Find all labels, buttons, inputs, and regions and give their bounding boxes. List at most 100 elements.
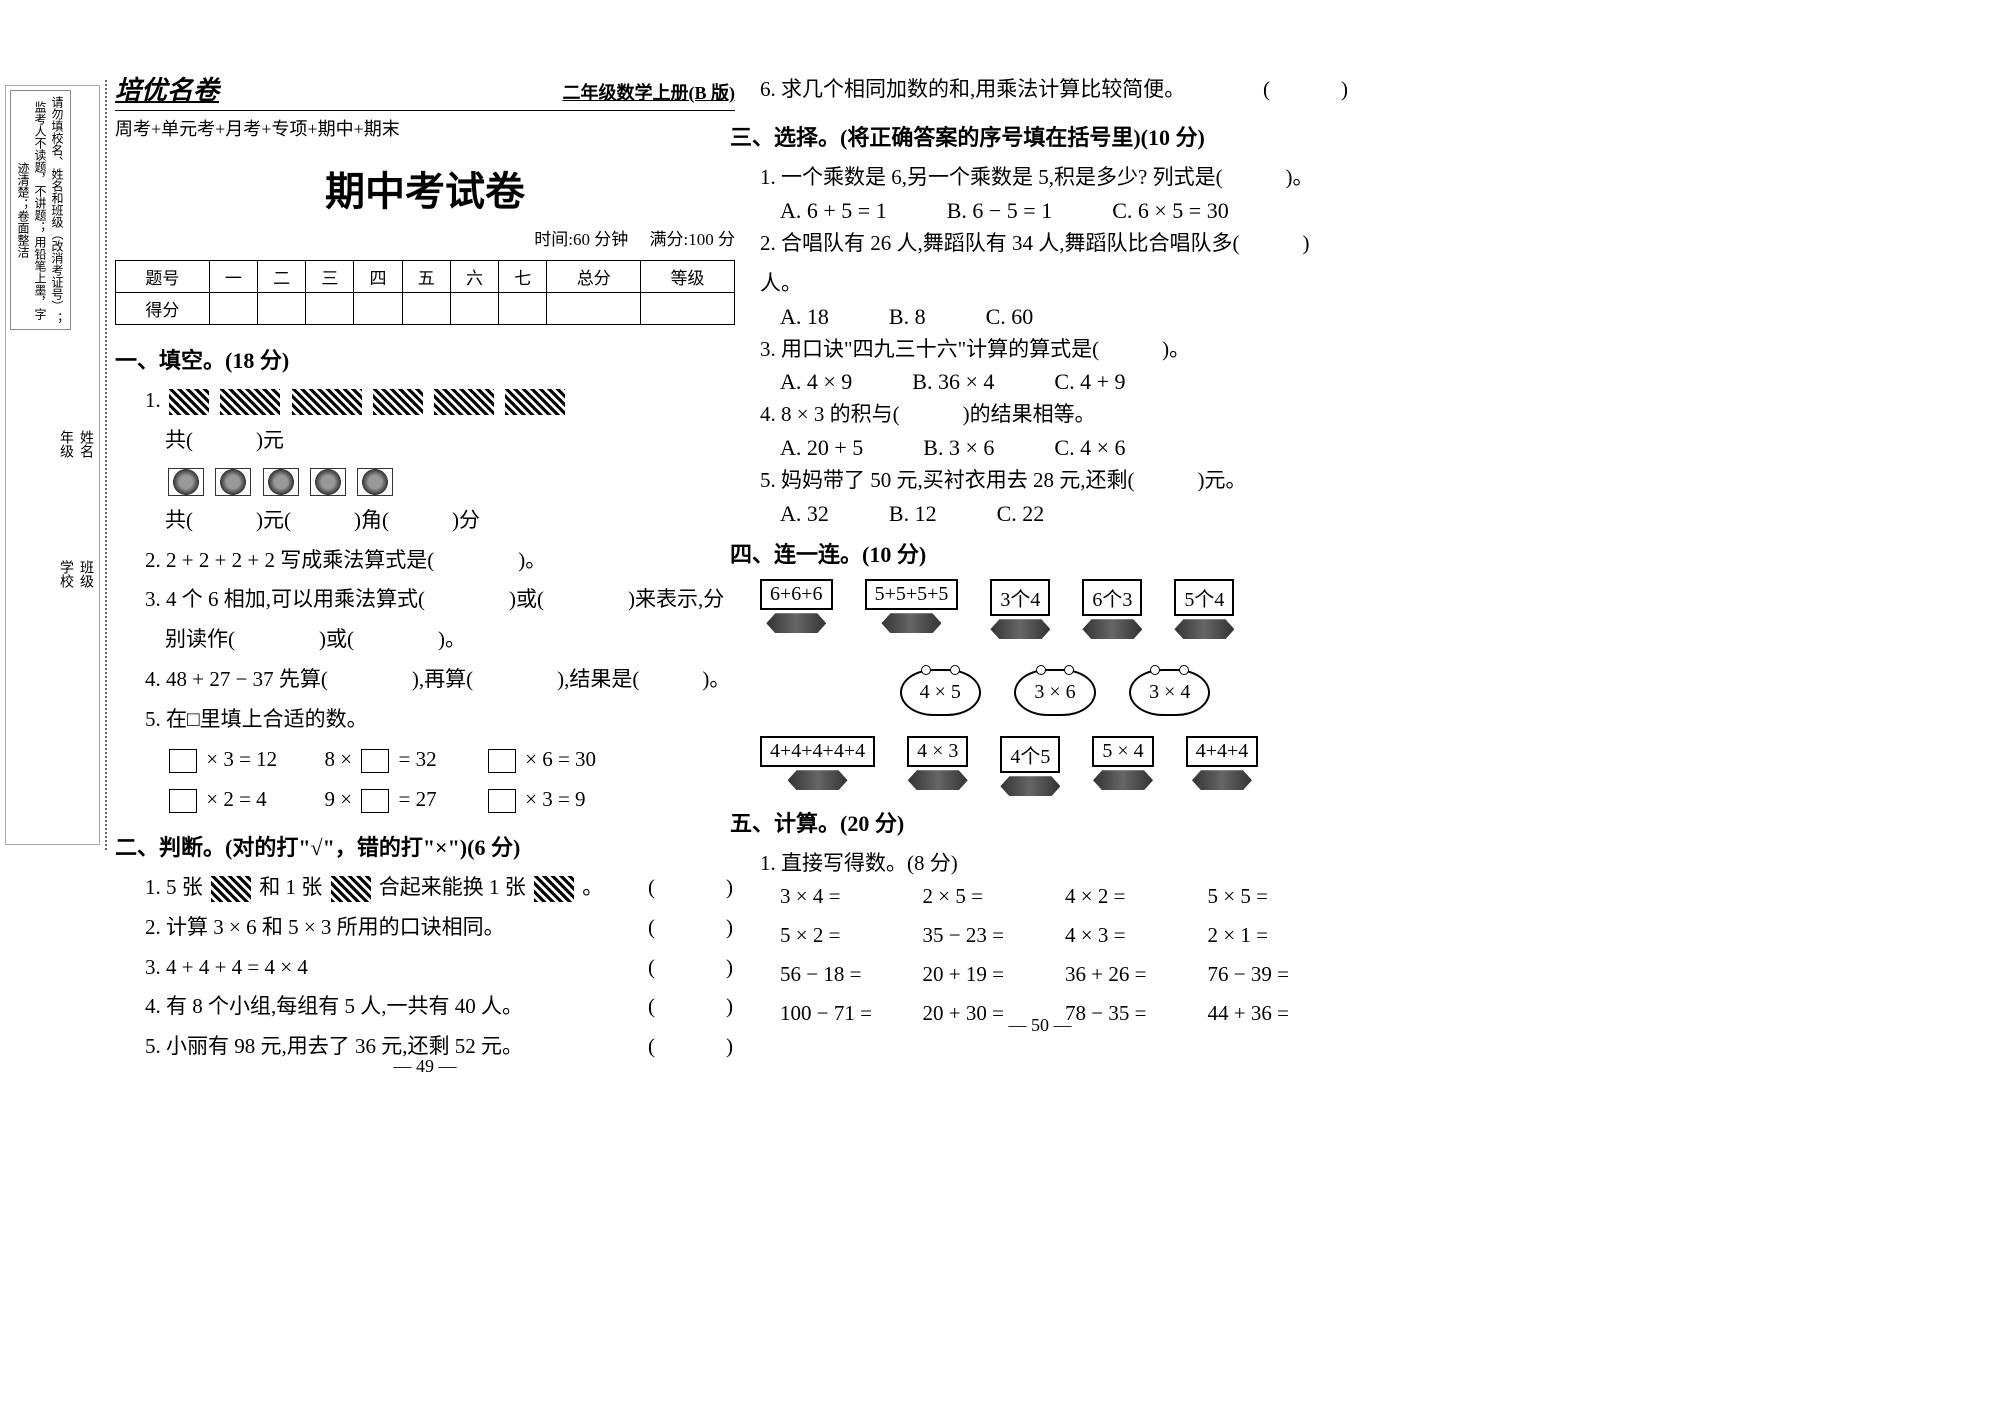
score-table: 题号 一 二 三 四 五 六 七 总分 等级 得分 <box>115 260 735 325</box>
oval[interactable]: 4 × 5 <box>900 669 981 716</box>
box-row2: × 2 = 4 9 × = 27 × 3 = 9 <box>165 780 735 820</box>
paren[interactable]: ( ) <box>648 868 735 908</box>
margin-class: 班级 <box>75 560 95 588</box>
opt-c[interactable]: C. 4 + 9 <box>1054 369 1125 395</box>
blank-box[interactable] <box>488 749 516 773</box>
bill-icon <box>331 876 371 902</box>
opt-a[interactable]: A. 18 <box>780 304 829 330</box>
c5-opts: A. 32 B. 12 C. 22 <box>780 501 1350 527</box>
blank-box[interactable] <box>169 749 197 773</box>
c5: 5. 妈妈带了 50 元,买衬衣用去 28 元,还剩( )元。 <box>760 461 1350 501</box>
th: 五 <box>402 261 450 293</box>
calc-item: 76 − 39 = <box>1208 962 1351 987</box>
card[interactable]: 5 × 4 <box>1092 736 1153 767</box>
coin-icon <box>357 468 393 496</box>
calc-item: 35 − 23 = <box>923 923 1066 948</box>
j1: 1. 5 张 和 1 张 合起来能换 1 张 。 ( ) <box>145 868 735 908</box>
coin-icon <box>263 468 299 496</box>
th: 一 <box>209 261 257 293</box>
fish-icon <box>1093 770 1153 790</box>
paren[interactable]: ( ) <box>1263 70 1350 110</box>
card[interactable]: 4+4+4+4+4 <box>760 736 875 767</box>
meta: 时间:60 分钟 满分:100 分 <box>115 225 735 250</box>
opt-b[interactable]: B. 8 <box>889 304 926 330</box>
j6: 6. 求几个相同加数的和,用乘法计算比较简便。( ) <box>760 70 1350 110</box>
card[interactable]: 5+5+5+5 <box>865 579 959 610</box>
match-bot: 4+4+4+4+4 4 × 3 4个5 5 × 4 4+4+4 <box>760 736 1350 796</box>
card[interactable]: 6+6+6 <box>760 579 833 610</box>
th: 二 <box>258 261 306 293</box>
opt-b[interactable]: B. 6 − 5 = 1 <box>947 198 1053 224</box>
calc-heading: 1. 直接写得数。(8 分) <box>760 844 1350 884</box>
note2: 监考人不读题，不讲题； <box>33 101 47 233</box>
fish-icon <box>908 770 968 790</box>
paren[interactable]: ( ) <box>648 908 735 948</box>
q2: 2. 2 + 2 + 2 + 2 写成乘法算式是( )。 <box>145 541 735 581</box>
opt-a[interactable]: A. 20 + 5 <box>780 435 863 461</box>
c1-opts: A. 6 + 5 = 1 B. 6 − 5 = 1 C. 6 × 5 = 30 <box>780 198 1350 224</box>
calc-grid: 3 × 4 = 2 × 5 = 4 × 2 = 5 × 5 = 5 × 2 = … <box>780 884 1350 1026</box>
note1: 请勿填校名、姓名和班级（改消考证号）； <box>50 96 64 324</box>
brand-logo: 培优名卷 <box>115 70 219 107</box>
exam-title: 期中考试卷 <box>115 159 735 217</box>
sidebar-note: 请勿填校名、姓名和班级（改消考证号）； 监考人不读题，不讲题； 用铅笔上墨，字迹… <box>10 90 71 330</box>
opt-c[interactable]: C. 4 × 6 <box>1054 435 1125 461</box>
card[interactable]: 4+4+4 <box>1186 736 1259 767</box>
fold-line <box>105 80 107 850</box>
card[interactable]: 4 × 3 <box>907 736 968 767</box>
margin-name: 姓名 <box>75 430 95 458</box>
coin-icon <box>310 468 346 496</box>
expr: × 6 = 30 <box>520 747 596 771</box>
oval[interactable]: 3 × 6 <box>1014 669 1095 716</box>
opt-a[interactable]: A. 32 <box>780 501 829 527</box>
calc-item: 4 × 3 = <box>1065 923 1208 948</box>
q4: 4. 48 + 27 − 37 先算( ),再算( ),结果是( )。 <box>145 660 735 700</box>
card[interactable]: 6个3 <box>1082 579 1142 616</box>
fish-icon <box>881 613 941 633</box>
th: 七 <box>499 261 547 293</box>
section-2: 二、判断。(对的打"√"，错的打"×")(6 分) <box>115 830 735 862</box>
opt-b[interactable]: B. 36 × 4 <box>912 369 994 395</box>
subtitle: 周考+单元考+月考+专项+期中+期末 <box>115 115 735 141</box>
j4: 4. 有 8 个小组,每组有 5 人,一共有 40 人。( ) <box>145 987 735 1027</box>
txt: 3. 4 + 4 + 4 = 4 × 4 <box>145 948 648 988</box>
opt-a[interactable]: A. 6 + 5 = 1 <box>780 198 887 224</box>
match-mid: 4 × 5 3 × 6 3 × 4 <box>760 669 1350 716</box>
paren[interactable]: ( ) <box>648 948 735 988</box>
blank-box[interactable] <box>361 749 389 773</box>
section-1: 一、填空。(18 分) <box>115 343 735 375</box>
q1b: 共( )元( )角( )分 <box>165 501 735 541</box>
header-row: 培优名卷 二年级数学上册(B 版) <box>115 70 735 111</box>
opt-b[interactable]: B. 12 <box>889 501 937 527</box>
money-icon <box>292 389 362 415</box>
fish-icon <box>1192 770 1252 790</box>
card[interactable]: 5个4 <box>1174 579 1234 616</box>
row-label: 得分 <box>116 293 210 325</box>
money-icon <box>505 389 565 415</box>
q1a: 共( )元 <box>165 421 735 461</box>
blank-box[interactable] <box>361 789 389 813</box>
opt-c[interactable]: C. 22 <box>997 501 1045 527</box>
expr: × 3 = 12 <box>201 747 277 771</box>
card[interactable]: 4个5 <box>1000 736 1060 773</box>
th: 四 <box>354 261 402 293</box>
expr: 8 × <box>324 747 357 771</box>
blank-box[interactable] <box>488 789 516 813</box>
page-num-left: — 49 — <box>115 1056 735 1077</box>
calc-item: 4 × 2 = <box>1065 884 1208 909</box>
opt-a[interactable]: A. 4 × 9 <box>780 369 852 395</box>
calc-item: 2 × 5 = <box>923 884 1066 909</box>
th: 六 <box>450 261 498 293</box>
j2: 2. 计算 3 × 6 和 5 × 3 所用的口诀相同。( ) <box>145 908 735 948</box>
opt-b[interactable]: B. 3 × 6 <box>923 435 994 461</box>
c2-opts: A. 18 B. 8 C. 60 <box>780 304 1350 330</box>
opt-c[interactable]: C. 6 × 5 = 30 <box>1112 198 1229 224</box>
blank-box[interactable] <box>169 789 197 813</box>
expr: × 2 = 4 <box>201 787 267 811</box>
opt-c[interactable]: C. 60 <box>986 304 1034 330</box>
txt: 合起来能换 1 张 <box>379 875 531 899</box>
q3: 3. 4 个 6 相加,可以用乘法算式( )或( )来表示,分 <box>145 580 735 620</box>
card[interactable]: 3个4 <box>990 579 1050 616</box>
oval[interactable]: 3 × 4 <box>1129 669 1210 716</box>
paren[interactable]: ( ) <box>648 987 735 1027</box>
